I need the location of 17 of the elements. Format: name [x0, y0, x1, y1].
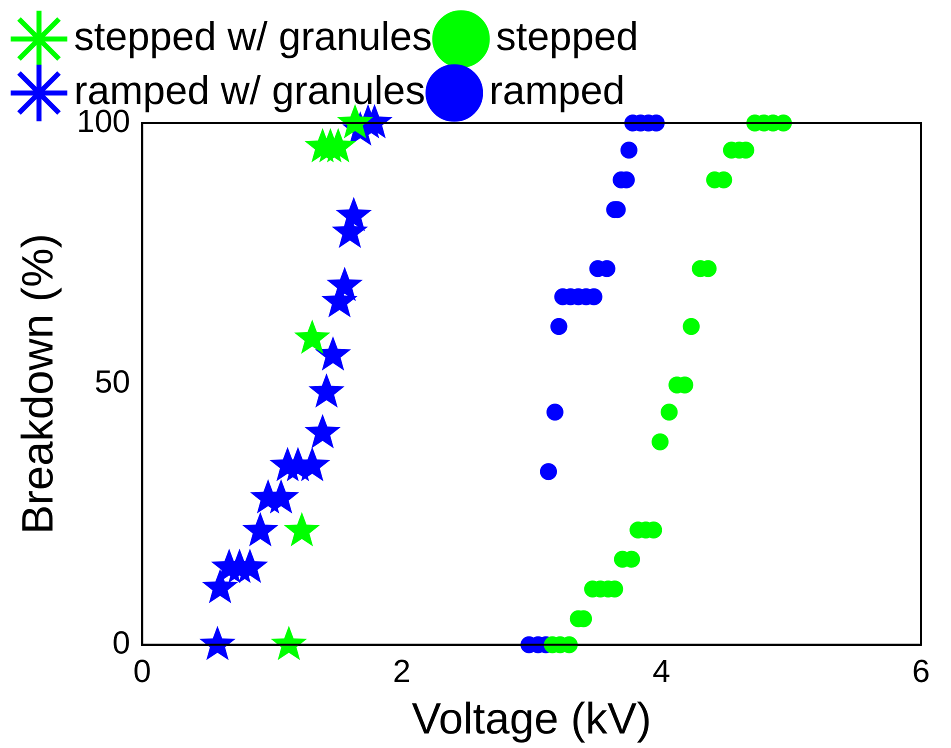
y-axis-title: Breakdown (%): [14, 234, 63, 534]
point: [682, 318, 700, 335]
point: [540, 463, 557, 480]
legend-label: stepped w/ granules: [74, 15, 432, 60]
point: [620, 142, 638, 159]
legend-label: ramped: [489, 69, 625, 114]
point: [550, 318, 568, 335]
y-tick-label: 50: [94, 364, 130, 400]
x-tick-label: 2: [392, 652, 411, 689]
point: [546, 404, 564, 421]
x-tick-label: 6: [912, 652, 930, 689]
point: [652, 433, 669, 450]
y-tick-label: 0: [112, 624, 130, 661]
legend-label: stepped: [496, 15, 638, 60]
x-tick-label: 4: [652, 652, 670, 689]
point: [660, 404, 678, 421]
x-axis-title: Voltage (kV): [412, 694, 652, 744]
